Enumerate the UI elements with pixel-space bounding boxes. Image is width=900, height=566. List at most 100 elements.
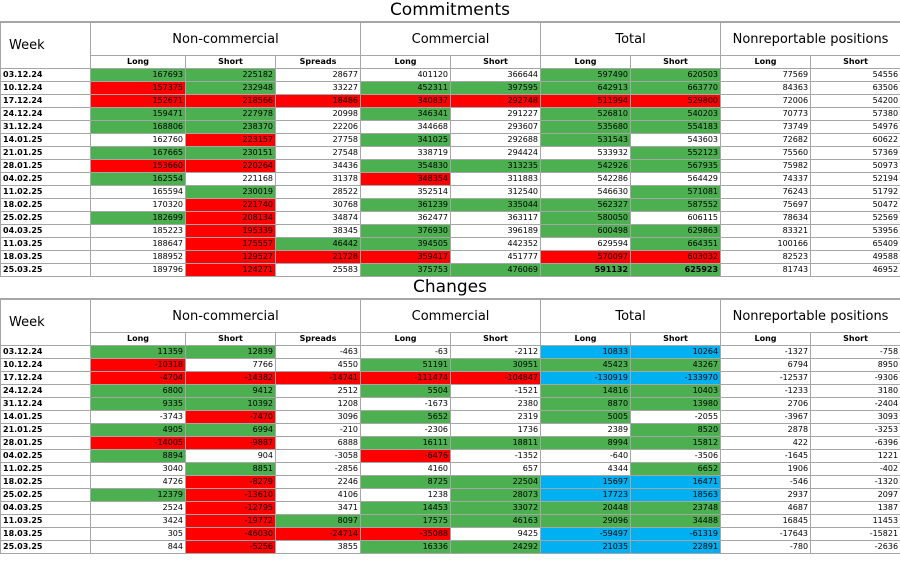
- value-cell: 167693: [90, 68, 186, 82]
- week-date: 04.03.25: [0, 501, 91, 515]
- table-row: 11.03.25 3424 -19772 8097 17575 46163 29096 344…: [0, 514, 900, 528]
- value-cell: 376930: [360, 224, 452, 238]
- value-cell: -2856: [274, 462, 362, 476]
- value-cell: 2389: [540, 423, 632, 437]
- value-cell: 294424: [450, 146, 542, 160]
- value-cell: -2404: [810, 397, 900, 411]
- value-cell: -546: [720, 475, 812, 489]
- value-cell: 663770: [630, 81, 722, 95]
- value-cell: 72006: [720, 94, 812, 108]
- value-cell: -1645: [720, 449, 812, 463]
- value-cell: 531543: [540, 133, 632, 147]
- value-cell: 535680: [540, 120, 632, 134]
- value-cell: 24292: [450, 540, 542, 554]
- value-cell: 629594: [540, 237, 632, 251]
- value-cell: 2937: [720, 488, 812, 502]
- value-cell: 221740: [185, 198, 276, 212]
- value-cell: 28073: [450, 488, 542, 502]
- value-cell: 15812: [630, 436, 722, 450]
- value-cell: 51191: [360, 358, 452, 372]
- value-cell: 2878: [720, 423, 812, 437]
- table-row: 25.02.25 12379 -13610 4106 1238 28073 17723 185…: [0, 488, 900, 502]
- value-cell: -5256: [185, 540, 276, 554]
- value-cell: 2319: [450, 410, 542, 424]
- week-date: 24.12.24: [0, 384, 91, 398]
- value-cell: 82523: [720, 250, 812, 264]
- group-header: Commercial: [360, 299, 542, 333]
- value-cell: 442352: [450, 237, 542, 251]
- value-cell: 162554: [90, 172, 186, 186]
- group-header: Nonreportable positions: [720, 22, 900, 56]
- value-cell: 124271: [185, 263, 276, 277]
- value-cell: 188647: [90, 237, 186, 251]
- value-cell: 1221: [810, 449, 900, 463]
- value-cell: 185223: [90, 224, 186, 238]
- value-cell: 4160: [360, 462, 452, 476]
- value-cell: -1233: [720, 384, 812, 398]
- value-cell: 600498: [540, 224, 632, 238]
- value-cell: 540203: [630, 107, 722, 121]
- value-cell: 16111: [360, 436, 452, 450]
- value-cell: -10318: [90, 358, 186, 372]
- value-cell: 225182: [185, 68, 276, 82]
- value-cell: 51792: [810, 185, 900, 199]
- value-cell: 642913: [540, 81, 632, 95]
- table-row: 17.12.24 -4704 -14382 -14741 -111474 -104847-…: [0, 371, 900, 385]
- table-row: 18.03.25 305 -46030 -24714 -35088 9425 -59497-…: [0, 527, 900, 541]
- value-cell: 11453: [810, 514, 900, 528]
- value-cell: 165594: [90, 185, 186, 199]
- value-cell: 904: [185, 449, 276, 463]
- table-row: 04.02.25 8894 904 -3058 -6476 -1352 -640 -3506-…: [0, 449, 900, 463]
- column-header: Short: [810, 332, 900, 346]
- value-cell: 18811: [450, 436, 542, 450]
- value-cell: 50472: [810, 198, 900, 212]
- value-cell: 129527: [185, 250, 276, 264]
- value-cell: 223157: [185, 133, 276, 147]
- value-cell: -2306: [360, 423, 452, 437]
- value-cell: 354830: [360, 159, 452, 173]
- table-row: 11.02.25 165594 230019 28522 352514 312540 546…: [0, 185, 900, 199]
- week-date: 21.01.25: [0, 146, 91, 160]
- week-date: 18.03.25: [0, 250, 91, 264]
- value-cell: 27548: [274, 146, 362, 160]
- week-date: 25.03.25: [0, 540, 91, 554]
- value-cell: 81743: [720, 263, 812, 277]
- value-cell: 230151: [185, 146, 276, 160]
- value-cell: 6994: [185, 423, 276, 437]
- value-cell: 21728: [274, 250, 362, 264]
- value-cell: 31378: [274, 172, 362, 186]
- value-cell: -4704: [90, 371, 186, 385]
- week-date: 18.03.25: [0, 527, 91, 541]
- value-cell: -13610: [185, 488, 276, 502]
- value-cell: -402: [810, 462, 900, 476]
- value-cell: 340837: [360, 94, 452, 108]
- value-cell: 34488: [630, 514, 722, 528]
- value-cell: 542286: [540, 172, 632, 186]
- value-cell: 14816: [540, 384, 632, 398]
- value-cell: 2097: [810, 488, 900, 502]
- value-cell: 452311: [360, 81, 452, 95]
- group-header: Nonreportable positions: [720, 299, 900, 333]
- value-cell: 60622: [810, 133, 900, 147]
- value-cell: 16336: [360, 540, 452, 554]
- value-cell: 18563: [630, 488, 722, 502]
- value-cell: 606115: [630, 211, 722, 225]
- table-row: 11.03.25 188647 175557 46442 394505 442352 629…: [0, 237, 900, 251]
- value-cell: -2636: [810, 540, 900, 554]
- column-header: Long: [360, 332, 452, 346]
- value-cell: 153660: [90, 159, 186, 173]
- value-cell: 30951: [450, 358, 542, 372]
- value-cell: 597490: [540, 68, 632, 82]
- value-cell: -9887: [185, 436, 276, 450]
- value-cell: 338719: [360, 146, 452, 160]
- value-cell: 363117: [450, 211, 542, 225]
- value-cell: 396189: [450, 224, 542, 238]
- week-date: 11.03.25: [0, 514, 91, 528]
- value-cell: 542926: [540, 159, 632, 173]
- value-cell: 38345: [274, 224, 362, 238]
- table-row: 03.12.24 167693 225182 28677 401120 366644 597…: [0, 68, 900, 82]
- value-cell: 526810: [540, 107, 632, 121]
- value-cell: -17643: [720, 527, 812, 541]
- value-cell: 1387: [810, 501, 900, 515]
